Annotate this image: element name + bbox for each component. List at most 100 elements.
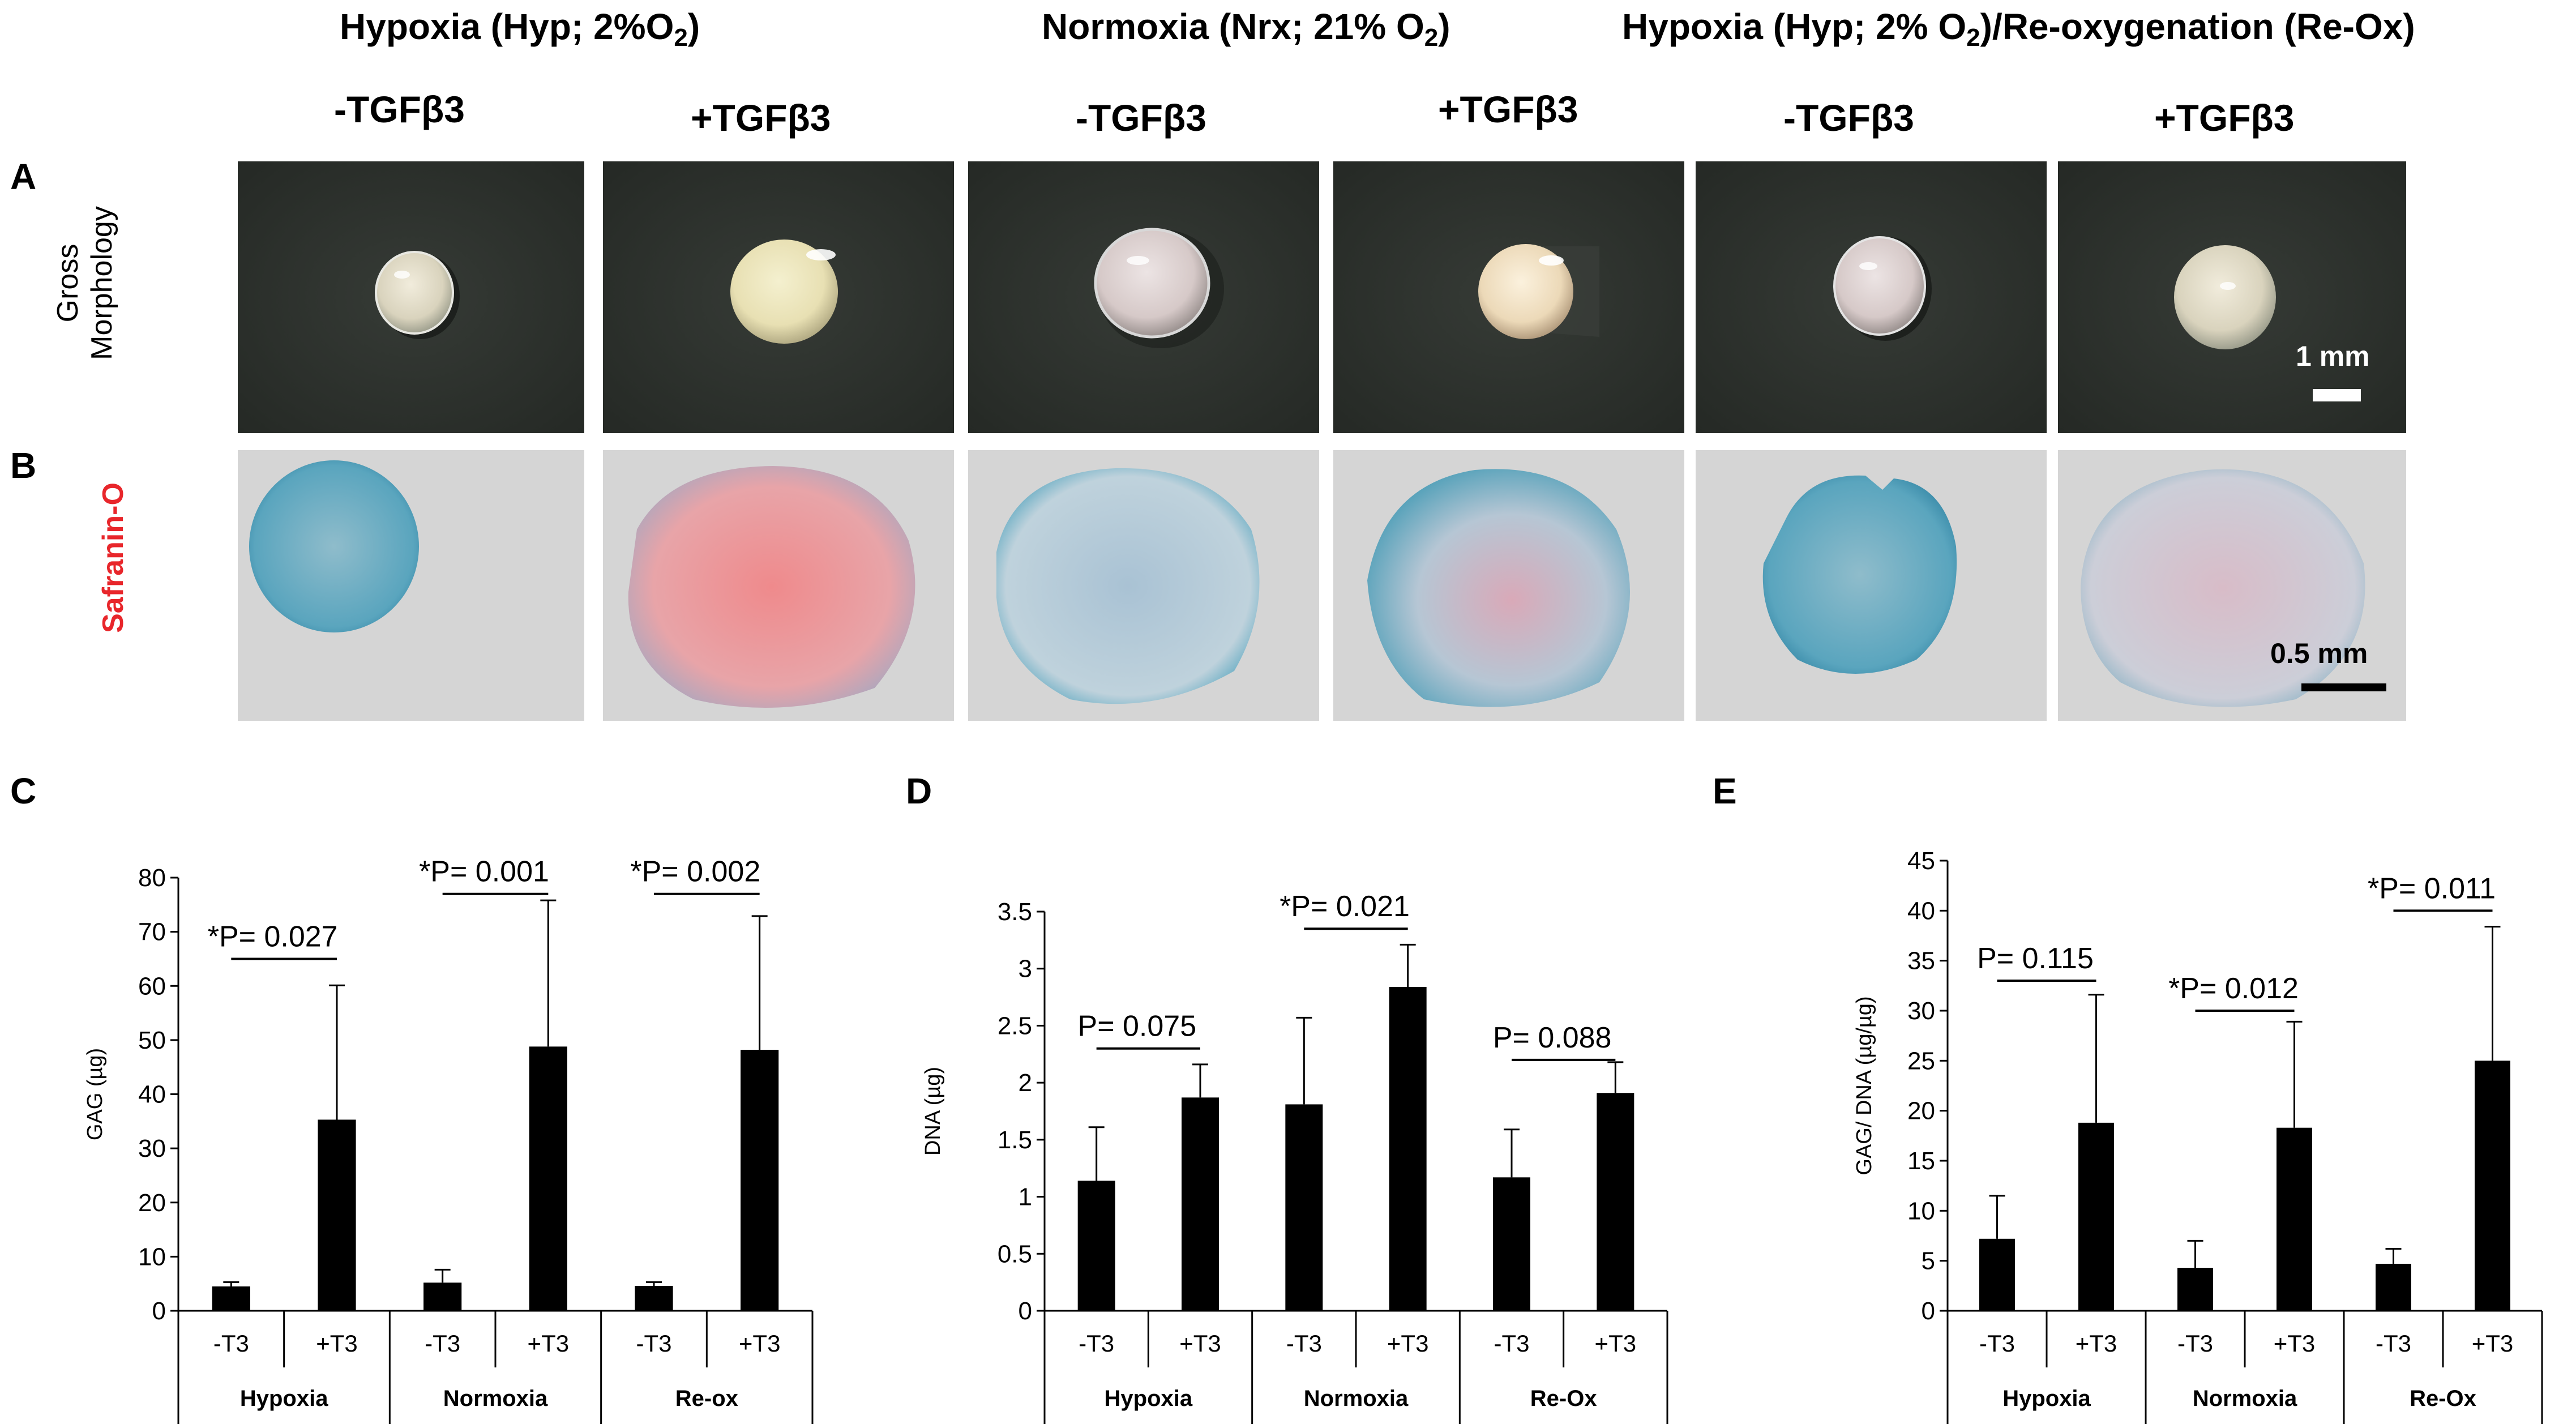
y-tick-label: 1 [1019, 1183, 1032, 1211]
row-label-gross-morphology: Gross Morphology [52, 206, 118, 360]
y-tick-label: 5 [1922, 1247, 1935, 1275]
y-axis-label: GAG/ DNA (µg/µg) [1852, 996, 1876, 1175]
y-tick-label: 60 [138, 972, 166, 1000]
x-tick-label: +T3 [2472, 1330, 2514, 1357]
group-label: Normoxia [443, 1386, 548, 1411]
bar [741, 1050, 779, 1311]
y-tick-label: 35 [1907, 947, 1935, 975]
column-header-5: -TGFβ3 [1783, 97, 1914, 139]
gross-image-nrx-plus [1333, 161, 1684, 433]
x-tick-label: -T3 [1494, 1330, 1530, 1357]
y-tick-label: 0 [152, 1297, 166, 1325]
bar [529, 1046, 567, 1311]
y-tick-label: 40 [138, 1081, 166, 1109]
condition-header-hypoxia: Hypoxia (Hyp; 2%O2) [340, 6, 700, 52]
p-value-label: *P= 0.011 [2368, 872, 2496, 905]
x-tick-label: -T3 [2177, 1330, 2213, 1357]
y-tick-label: 2.5 [998, 1012, 1032, 1040]
condition-header-reox: Hypoxia (Hyp; 2% O2)/Re-oxygenation (Re-… [1622, 6, 2415, 52]
bar [635, 1286, 673, 1311]
bar [1285, 1104, 1323, 1311]
bar [2078, 1122, 2114, 1311]
histology-image-nrx-plus [1333, 450, 1684, 721]
p-value-label: *P= 0.012 [2168, 972, 2299, 1005]
y-tick-label: 1.5 [998, 1126, 1032, 1154]
bar [2376, 1263, 2411, 1311]
bar [1597, 1093, 1634, 1311]
y-tick-label: 70 [138, 918, 166, 946]
bar [1182, 1097, 1219, 1311]
p-value-label: *P= 0.002 [630, 856, 760, 888]
group-label: Normoxia [1304, 1386, 1409, 1411]
x-tick-label: -T3 [1286, 1330, 1322, 1357]
histology-image-hyp-plus [603, 450, 954, 721]
y-tick-label: 0.5 [998, 1240, 1032, 1268]
x-tick-label: -T3 [1979, 1330, 2015, 1357]
panel-label-c: C [10, 771, 37, 811]
scalebar-label-gross: 1 mm [2296, 340, 2370, 372]
y-tick-label: 10 [138, 1243, 166, 1271]
p-value-label: P= 0.075 [1078, 1010, 1197, 1043]
bar [1389, 986, 1427, 1311]
x-tick-label: +T3 [1595, 1330, 1637, 1357]
y-tick-label: 2 [1019, 1069, 1032, 1097]
column-header-6: +TGFβ3 [2154, 97, 2295, 139]
column-header-2: +TGFβ3 [691, 97, 831, 139]
y-tick-label: 30 [1907, 997, 1935, 1025]
p-value-label: *P= 0.027 [208, 920, 338, 953]
x-tick-label: +T3 [528, 1330, 570, 1357]
panel-label-e: E [1713, 771, 1737, 811]
scalebar-1mm [2313, 389, 2361, 401]
p-value-label: P= 0.088 [1493, 1021, 1612, 1054]
gross-image-hyp-minus [238, 161, 584, 433]
scalebar-label-safranin: 0.5 mm [2270, 638, 2368, 669]
y-tick-label: 45 [1907, 847, 1935, 875]
chart-d-dna: 0 0.5 1 1.5 2 2.5 3 3.5 DNA (µg) -T3 +T3 -T3 +T3 -T3 +… [921, 890, 1668, 1424]
x-tick-label: +T3 [2274, 1330, 2316, 1357]
gross-image-reox-minus [1696, 161, 2047, 433]
x-tick-label: -T3 [425, 1330, 460, 1357]
y-tick-label: 50 [138, 1027, 166, 1054]
bar [2277, 1127, 2312, 1311]
y-tick-label: 80 [138, 864, 166, 892]
chart-c-gag: 0 10 20 30 40 50 60 70 80 GAG (µg) -T3 +T3 -T3 +T3 -T3… [83, 856, 814, 1424]
gross-image-hyp-plus [603, 161, 954, 433]
group-label: Normoxia [2193, 1386, 2297, 1411]
y-tick-label: 0 [1019, 1297, 1032, 1325]
panel-label-d: D [906, 771, 932, 811]
scalebar-0.5mm [2301, 683, 2386, 691]
condition-header-normoxia: Normoxia (Nrx; 21% O2) [1042, 6, 1450, 52]
p-value-label: *P= 0.001 [419, 856, 549, 888]
panel-label-b: B [10, 445, 37, 486]
chart-e-gag-dna: 0 5 10 15 20 25 30 35 40 45 GAG/ DNA (µg/µg) -T3 +T3… [1852, 847, 2543, 1424]
y-tick-label: 10 [1907, 1197, 1935, 1225]
x-tick-label: -T3 [213, 1330, 249, 1357]
group-label: Hypoxia [1105, 1386, 1193, 1411]
y-tick-label: 15 [1907, 1147, 1935, 1175]
histology-image-hyp-minus [238, 450, 584, 721]
y-tick-label: 3.5 [998, 898, 1032, 926]
y-axis-label: GAG (µg) [83, 1048, 107, 1140]
group-label: Re-ox [675, 1386, 738, 1411]
x-tick-label: +T3 [1179, 1330, 1221, 1357]
bar [1493, 1177, 1530, 1311]
x-tick-label: -T3 [636, 1330, 672, 1357]
y-tick-label: 25 [1907, 1047, 1935, 1075]
histology-image-reox-minus [1696, 450, 2047, 721]
group-label: Re-Ox [2410, 1386, 2476, 1411]
bar [1979, 1238, 2015, 1311]
y-tick-label: 0 [1922, 1297, 1935, 1325]
bar [2475, 1061, 2510, 1311]
p-value-label: P= 0.115 [1977, 942, 2094, 975]
column-header-1: -TGFβ3 [334, 88, 465, 130]
group-label: Re-Ox [1530, 1386, 1597, 1411]
bar [212, 1286, 250, 1311]
row-label-safranin-o: Safranin-O [97, 482, 130, 633]
group-label: Hypoxia [240, 1386, 328, 1411]
y-axis-label: DNA (µg) [921, 1067, 945, 1156]
y-tick-label: 3 [1019, 955, 1032, 983]
column-header-3: -TGFβ3 [1076, 97, 1206, 139]
gross-image-nrx-minus [968, 161, 1319, 433]
panel-label-a: A [10, 156, 37, 197]
column-header-4: +TGFβ3 [1438, 88, 1578, 130]
